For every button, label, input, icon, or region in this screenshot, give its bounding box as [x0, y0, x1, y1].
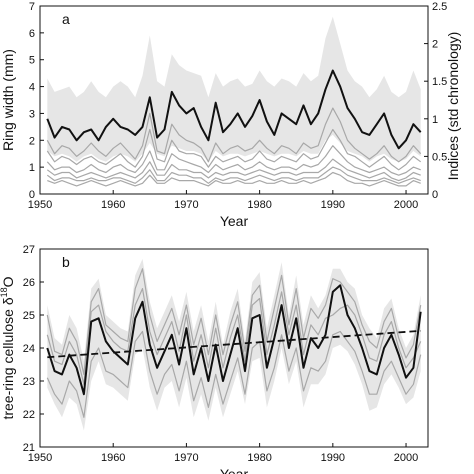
y-tick-label: 22 [23, 409, 35, 421]
y2-tick-label: 0 [432, 189, 438, 201]
x-tick-label: 1980 [247, 452, 271, 464]
y2-tick-label: 2.5 [432, 1, 447, 13]
range-band [47, 16, 421, 162]
x-tick-label: 1960 [101, 452, 125, 464]
x-tick-label: 2000 [394, 199, 418, 211]
y-axis-label: tree-ring cellulose δ18O [0, 276, 16, 419]
series-line-3 [46, 158, 421, 182]
panel-label: b [62, 254, 70, 270]
y-tick-label: 6 [29, 28, 35, 40]
y-tick-label: 1 [29, 162, 35, 174]
y2-tick-label: 2 [432, 39, 438, 51]
trend-line [47, 329, 421, 359]
y-tick-label: 2 [29, 135, 35, 147]
plot-frame [39, 5, 429, 195]
y2-tick-label: 0.5 [432, 151, 447, 163]
panel-label: a [62, 11, 70, 27]
x-tick-label: 1990 [321, 199, 345, 211]
x-tick-label: 2000 [394, 452, 418, 464]
y2-axis-label: Indices (std chronology) [445, 32, 461, 181]
x-tick-label: 1950 [28, 452, 52, 464]
x-tick-label: 1950 [28, 199, 52, 211]
x-tick-label: 1960 [101, 199, 125, 211]
series-line-1 [46, 128, 422, 171]
series-line-3 [46, 288, 422, 385]
series-line-4 [46, 166, 421, 184]
isotope-chart: 1950 1960 1970 1980 1990 2000 21 22 23 24 25 26 27 b Y… [0, 244, 429, 474]
x-axis-label: Year [220, 466, 249, 474]
x-tick-label: 1980 [247, 199, 271, 211]
ring-width-chart: 1950 1960 1970 1980 1990 2000 0 1 2 3 4 5 6 7 0 0.5 1 1.5… [0, 1, 461, 229]
series-line-6 [47, 171, 421, 187]
y-tick-label: 5 [29, 55, 35, 67]
series-line-5 [46, 107, 422, 163]
y-tick-label: 24 [23, 343, 35, 355]
y-tick-label: 26 [23, 277, 35, 289]
series-line-2 [46, 145, 421, 176]
x-tick-label: 1970 [174, 452, 198, 464]
y-tick-label: 25 [23, 310, 35, 322]
y-tick-label: 4 [29, 82, 35, 94]
y2-tick-label: 1 [432, 114, 438, 126]
x-tick-label: 1970 [174, 199, 198, 211]
y-tick-label: 27 [23, 244, 35, 256]
mean-series-line [46, 69, 422, 150]
series-line-2 [46, 330, 422, 418]
y-tick-label: 0 [29, 189, 35, 201]
x-tick-label: 1990 [321, 452, 345, 464]
x-axis-label: Year [220, 213, 249, 229]
y-tick-label: 23 [23, 376, 35, 388]
mean-series-line [46, 284, 422, 396]
y-axis-label: Ring width (mm) [0, 49, 16, 151]
y2-tick-label: 1.5 [432, 76, 447, 88]
series-line-1 [46, 268, 422, 375]
y-tick-label: 21 [23, 442, 35, 454]
y-tick-label: 7 [29, 1, 35, 13]
y-tick-label: 3 [29, 108, 35, 120]
